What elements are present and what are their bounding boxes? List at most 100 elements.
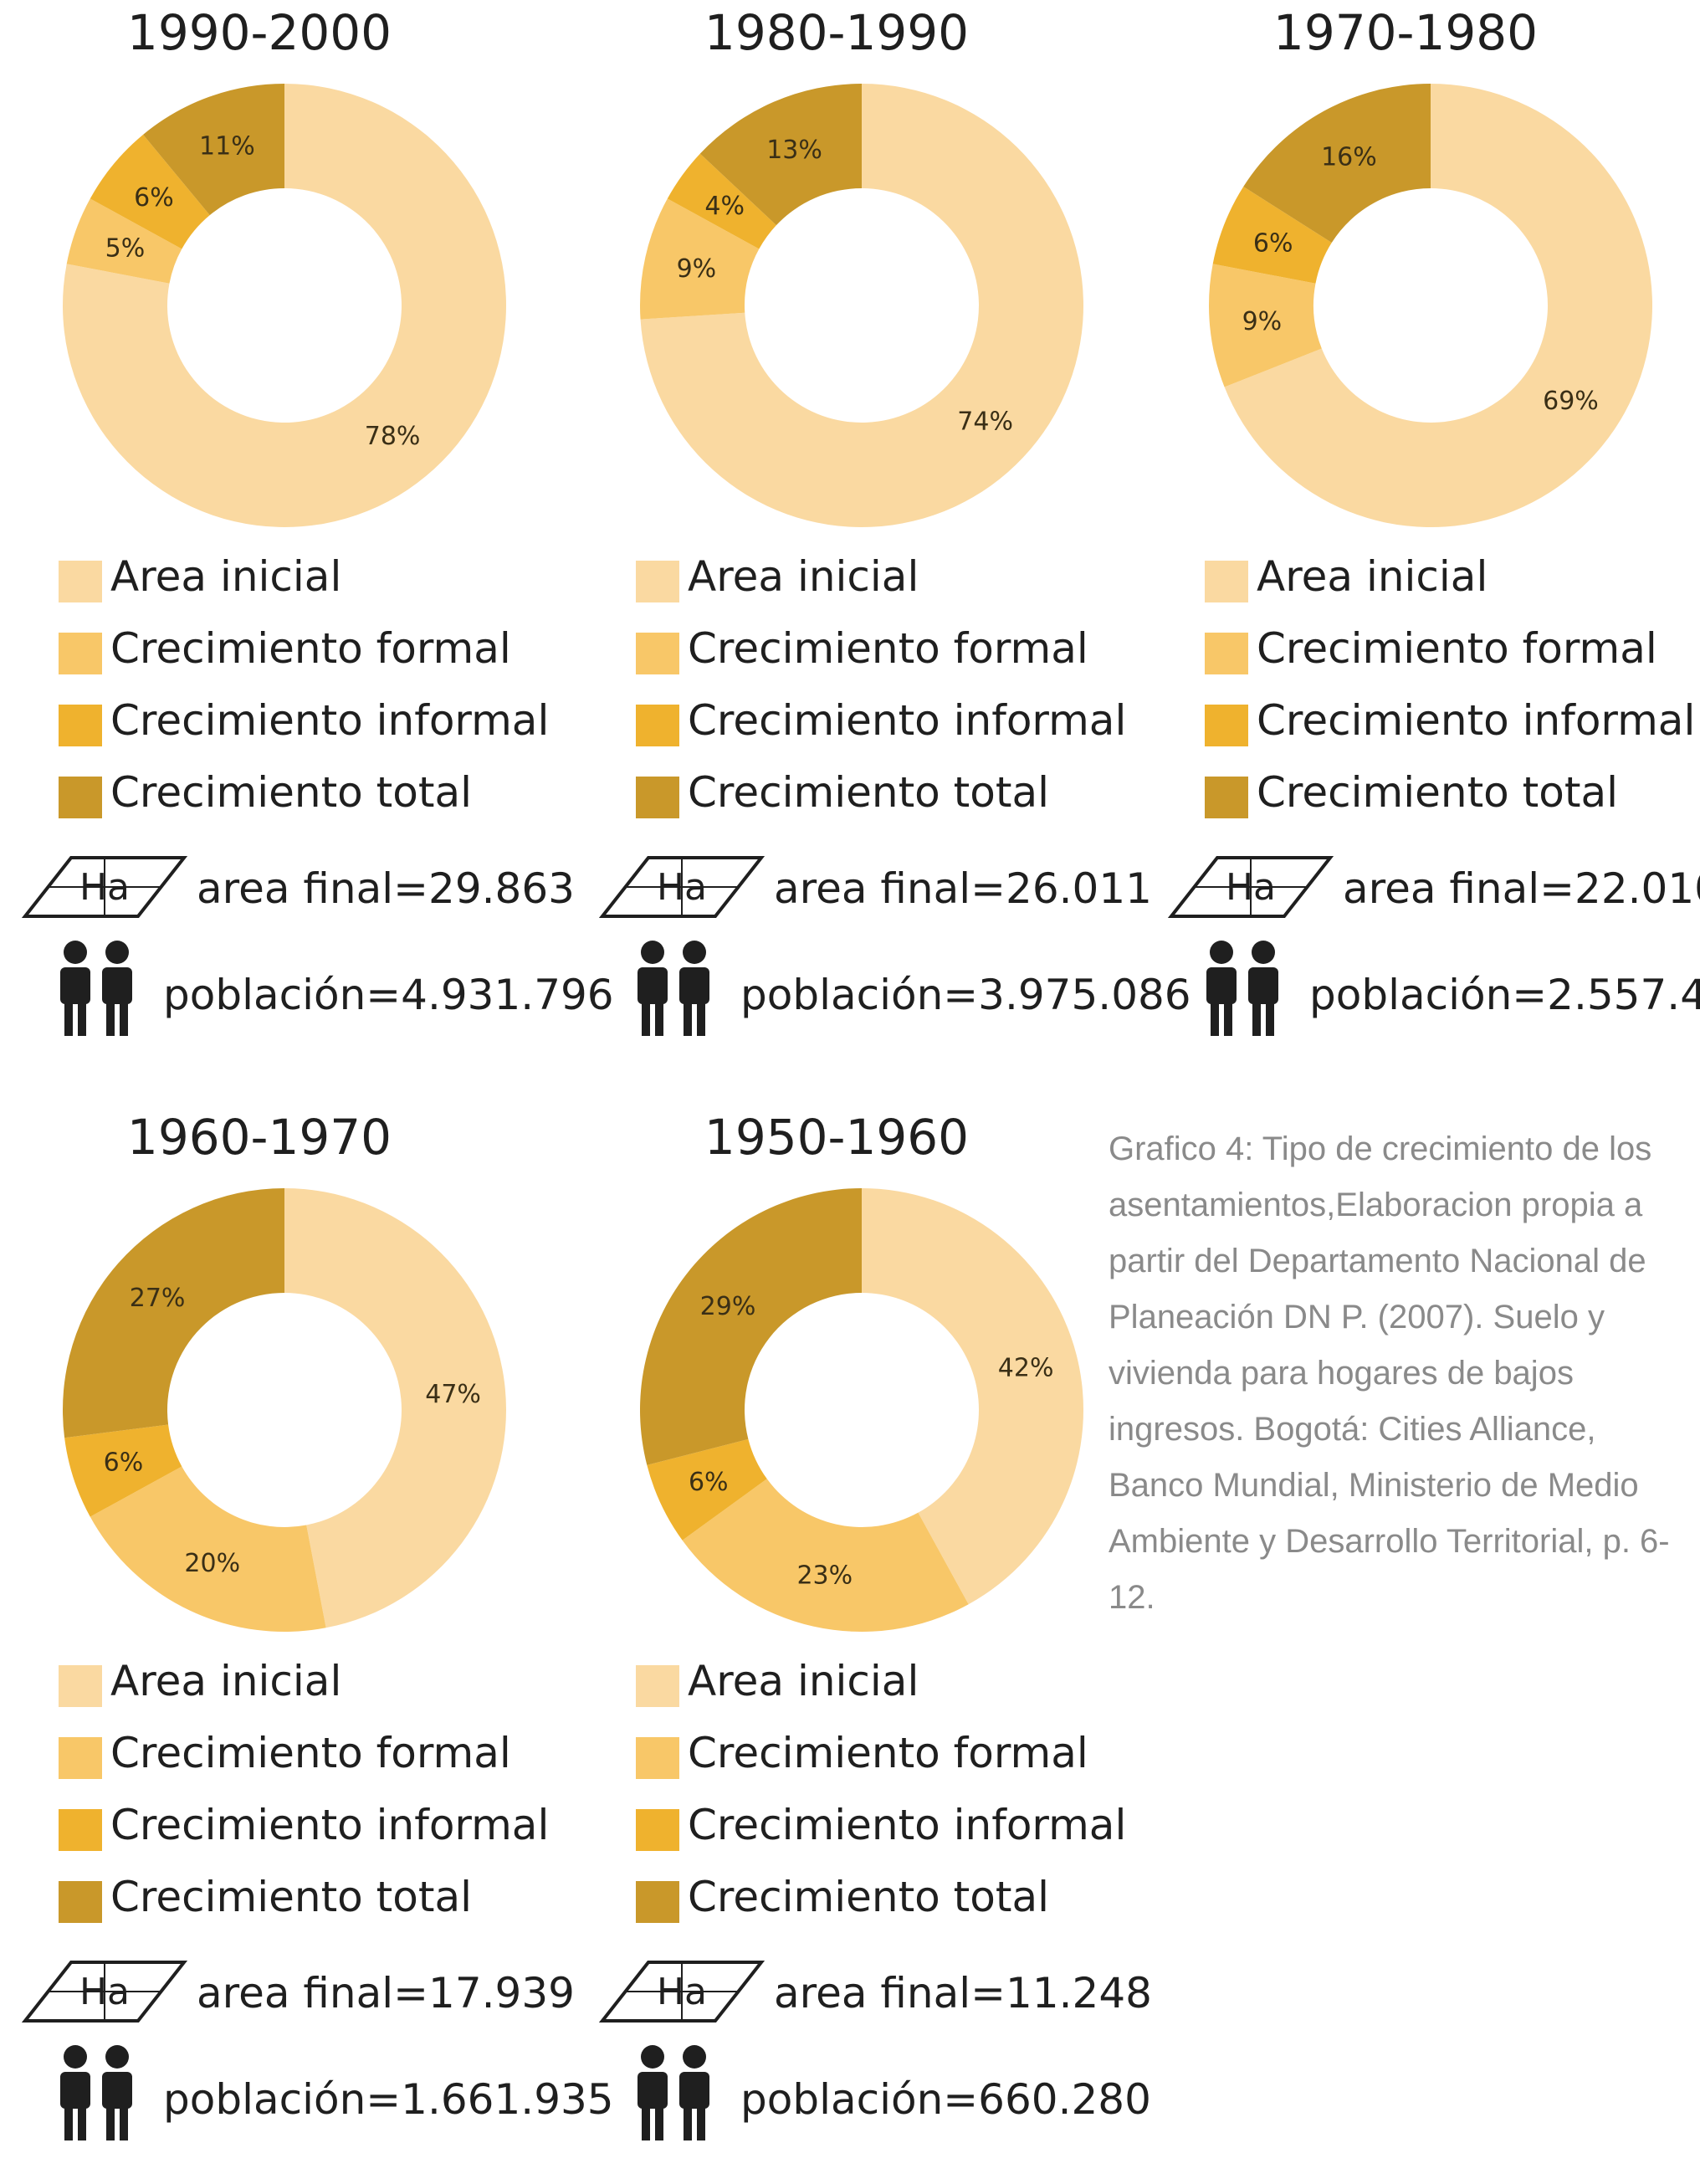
people-icon: [638, 2045, 709, 2140]
slice-crecimiento-formal: [90, 1466, 326, 1632]
legend-label: Crecimiento formal: [688, 624, 1088, 673]
slice-crecimiento-total: [143, 84, 284, 216]
slice-label: 6%: [689, 1468, 729, 1497]
ha-parallelogram-icon: Ha: [21, 1961, 188, 2023]
slice-label: 11%: [199, 131, 255, 161]
legend-label: Crecimiento total: [688, 768, 1049, 817]
ha-label: Ha: [1226, 866, 1276, 909]
slice-crecimiento-formal: [640, 198, 760, 320]
ha-parallelogram-icon: Ha: [1167, 856, 1334, 918]
slice-label: 27%: [130, 1284, 186, 1313]
ha-label: Ha: [657, 866, 707, 909]
slice-crecimiento-informal: [90, 134, 210, 249]
slice-label: 20%: [184, 1549, 240, 1578]
slice-label: 69%: [1543, 387, 1599, 416]
slice-crecimiento-total: [699, 84, 862, 226]
legend-label: Crecimiento informal: [688, 1801, 1127, 1849]
slice-crecimiento-formal: [1209, 264, 1322, 387]
slice-area-inicial: [1224, 84, 1652, 528]
slice-label: 6%: [1253, 228, 1293, 258]
slice-label: 5%: [105, 233, 146, 263]
legend-label: Crecimiento total: [1257, 768, 1618, 817]
legend-label: Crecimiento formal: [1257, 624, 1657, 673]
legend-swatch: [636, 561, 679, 602]
legend-swatch: [59, 1809, 102, 1851]
slice-label: 16%: [1321, 143, 1377, 172]
population-text: población=2.557.461: [1309, 971, 1700, 1019]
legend-label: Crecimiento formal: [110, 1729, 511, 1777]
area-final-text: area final=17.939: [197, 1969, 575, 2017]
legend-swatch: [636, 777, 679, 818]
legend-swatch: [1205, 777, 1248, 818]
legend-swatch: [1205, 633, 1248, 674]
slice-crecimiento-total: [1243, 84, 1431, 243]
slice-crecimiento-total: [640, 1188, 862, 1465]
slice-label: 4%: [704, 192, 745, 221]
ha-parallelogram-icon: Ha: [598, 1961, 766, 2023]
legend-swatch: [59, 705, 102, 746]
slice-label: 9%: [677, 254, 717, 284]
slice-area-inicial: [862, 1188, 1083, 1605]
legend-swatch: [59, 633, 102, 674]
slice-label: 13%: [766, 136, 822, 165]
legend-swatch: [59, 1881, 102, 1923]
chart-title: 1980-1990: [704, 4, 970, 61]
figure-caption: Grafico 4: Tipo de crecimiento de los as…: [1109, 1130, 1670, 1616]
area-final-text: area final=29.863: [197, 864, 575, 913]
area-final-text: area final=22.010: [1343, 864, 1700, 913]
donut-chart: 74% 9% 4% 13%: [640, 84, 1083, 528]
chart-title: 1950-1960: [704, 1109, 970, 1166]
chart-title: 1960-1970: [126, 1109, 392, 1166]
people-icon: [638, 941, 709, 1036]
population-text: población=3.975.086: [740, 971, 1191, 1019]
area-final-text: area final=11.248: [774, 1969, 1152, 2017]
legend-swatch: [636, 705, 679, 746]
slice-crecimiento-informal: [667, 153, 776, 249]
donut-chart: 47% 20% 6% 27%: [62, 1188, 506, 1632]
slice-label: 23%: [796, 1561, 853, 1591]
slice-label: 42%: [998, 1354, 1054, 1383]
ha-label: Ha: [657, 1971, 707, 2013]
legend-label: Area inicial: [688, 1657, 919, 1705]
donut-chart: 78% 5% 6% 11%: [63, 84, 507, 527]
legend-swatch: [636, 1809, 679, 1851]
legend-label: Crecimiento informal: [110, 1801, 550, 1849]
chart-panel: 1970-1980 69% 9% 6% 16% Area inicial Crecimien…: [1155, 0, 1700, 1079]
legend-label: Crecimiento total: [688, 1873, 1049, 1921]
slice-label: 47%: [425, 1380, 481, 1409]
legend-label: Crecimiento total: [110, 768, 472, 817]
people-icon: [60, 941, 132, 1036]
legend-swatch: [59, 1737, 102, 1779]
slice-area-inicial: [284, 1188, 506, 1628]
legend-swatch: [59, 1665, 102, 1707]
slice-crecimiento-total: [62, 1188, 284, 1438]
legend-label: Area inicial: [1257, 552, 1488, 601]
ha-parallelogram-icon: Ha: [21, 856, 188, 918]
people-icon: [60, 2045, 132, 2140]
legend-swatch: [1205, 705, 1248, 746]
chart-title: 1990-2000: [126, 4, 392, 61]
slice-label: 29%: [700, 1292, 756, 1321]
legend-label: Crecimiento informal: [1257, 696, 1696, 745]
slice-crecimiento-informal: [64, 1424, 182, 1517]
legend-swatch: [1205, 561, 1248, 602]
legend-swatch: [636, 1737, 679, 1779]
chart-panel: 1950-1960 42% 23% 6% 29% Area inicial Crecimie…: [586, 1105, 1152, 2184]
population-text: población=1.661.935: [163, 2075, 614, 2124]
slice-label: 74%: [957, 408, 1013, 437]
chart-panel: 1980-1990 74% 9% 4% 13% Area inicial Crecimien…: [586, 0, 1191, 1079]
legend-label: Crecimiento total: [110, 1873, 472, 1921]
slice-area-inicial: [640, 84, 1083, 528]
legend-label: Area inicial: [688, 552, 919, 601]
legend-swatch: [59, 561, 102, 602]
legend-swatch: [636, 1665, 679, 1707]
chart-title: 1970-1980: [1272, 4, 1539, 61]
legend-label: Area inicial: [110, 1657, 342, 1705]
slice-label: 6%: [134, 183, 174, 213]
legend-swatch: [636, 633, 679, 674]
ha-label: Ha: [79, 866, 130, 909]
chart-panel: 1990-2000 78% 5% 6% 11% Area inicial Crecimien…: [8, 0, 614, 1079]
slice-crecimiento-informal: [647, 1438, 767, 1541]
legend-swatch: [636, 1881, 679, 1923]
people-icon: [1206, 941, 1278, 1036]
